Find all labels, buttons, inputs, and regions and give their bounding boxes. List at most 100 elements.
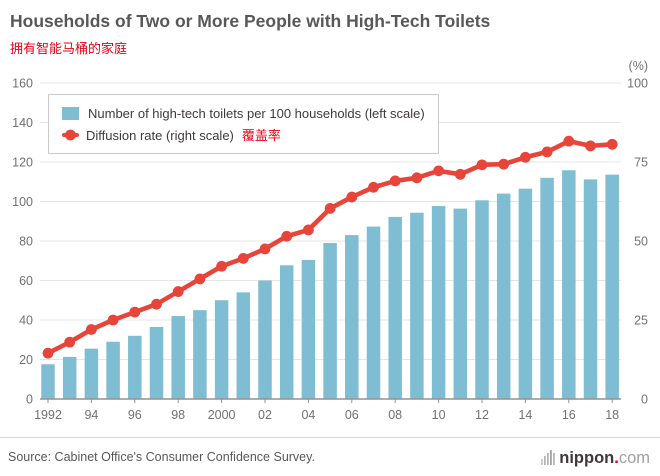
nippon-logo-bars-icon [541,450,556,465]
x-axis-label-16: 16 [562,408,576,422]
dot-2005 [324,202,336,214]
left-axis-label-140: 140 [12,116,33,130]
dot-1998 [172,286,184,297]
x-axis-label-14: 14 [518,408,532,422]
bar-1999 [193,310,207,399]
page-subtitle-chinese: 拥有智能马桶的家庭 [10,40,128,56]
bar-2017 [583,179,598,399]
footer: Source: Cabinet Office's Consumer Confid… [0,437,660,476]
dot-1993 [64,336,76,348]
right-axis-label-0: 0 [641,392,648,406]
logo-text-com: com [618,448,650,467]
bar-1997 [149,326,164,399]
legend-bars-label: Number of high-tech toilets per 100 hous… [88,105,425,121]
x-axis-label-94: 94 [84,408,98,422]
dot-2008 [389,175,401,187]
source-note: Source: Cabinet Office's Consumer Confid… [8,450,315,464]
bar-1996 [128,335,142,399]
dot-2016 [563,135,575,147]
dot-1997 [151,298,162,310]
x-axis-label-06: 06 [345,408,359,422]
x-axis-label-2000: 2000 [208,408,236,422]
dot-1992 [42,347,54,359]
bar-2002 [258,280,272,399]
dot-2009 [411,172,423,184]
x-axis-label-04: 04 [301,408,315,422]
right-axis-label-50: 50 [634,234,648,248]
legend-item-bars: Number of high-tech toilets per 100 hous… [62,103,425,124]
dot-2001 [237,252,249,264]
bar-1995 [106,341,120,399]
bar-2018 [605,174,619,399]
x-axis-label-96: 96 [128,408,142,422]
bar-2001 [236,292,251,399]
dot-1996 [129,306,141,318]
dot-1995 [107,314,119,326]
dot-2014 [520,151,531,163]
dot-2015 [541,146,553,158]
dot-2018 [606,138,618,150]
left-axis-label-60: 60 [19,274,33,288]
bar-2011 [453,208,468,399]
legend-item-line: Diffusion rate (right scale) 覆盖率 [62,125,425,146]
dot-2012 [476,159,488,171]
x-axis-label-18: 18 [605,408,619,422]
dot-1994 [86,323,97,335]
bar-2013 [496,193,511,399]
dot-1999 [194,273,206,285]
dot-2004 [303,224,314,236]
bar-2007 [366,226,381,399]
bar-2012 [475,200,489,399]
dot-2013 [498,158,510,170]
bar-series-swatch-icon [62,106,79,120]
right-axis-label-100: 100 [627,76,648,90]
dot-2003 [281,230,293,242]
chart-area: 0 20 40 60 80 100 120 140 160 0 25 50 75 100 (%) 1992 94… [0,58,660,426]
dot-2007 [368,181,379,193]
left-axis-label-0: 0 [26,392,33,406]
bar-2009 [410,212,424,399]
left-axis-label-80: 80 [19,234,33,248]
x-axis-label-02: 02 [258,408,272,422]
bar-2015 [540,177,554,399]
bar-1992 [41,364,55,399]
dot-2010 [433,165,444,177]
bar-2000 [214,300,229,399]
bar-1993 [62,356,77,399]
dot-2002 [259,243,271,255]
left-axis-label-40: 40 [19,313,33,327]
left-axis-label-100: 100 [12,195,33,209]
bar-2005 [323,242,337,399]
line-series-marker-icon [62,128,79,142]
right-axis-label-75: 75 [634,155,648,169]
logo-text-nippon: nippon [559,448,615,467]
bar-2008 [388,216,402,399]
bar-2014 [518,188,533,399]
page-title: Households of Two or More People with Hi… [10,11,491,31]
bar-1994 [84,348,99,399]
x-axis-label-08: 08 [388,408,402,422]
bar-2004 [301,259,316,399]
right-axis-unit-label: (%) [629,59,648,73]
chart-header: Households of Two or More People with Hi… [0,0,660,57]
x-axis-label-1992: 1992 [34,408,62,422]
x-axis-label-12: 12 [475,408,489,422]
dot-2011 [454,168,466,180]
right-axis-label-25: 25 [634,313,648,327]
left-axis-label-160: 160 [12,76,33,90]
bar-2010 [431,205,446,399]
bar-1998 [171,315,185,399]
left-axis-label-20: 20 [19,353,33,367]
dot-2017 [585,140,596,152]
left-axis-label-120: 120 [12,155,33,169]
bar-2003 [279,265,294,399]
legend-line-label-chinese: 覆盖率 [241,127,281,143]
legend-line-label: Diffusion rate (right scale) [86,127,234,143]
dot-2006 [346,191,358,203]
logo-text-dot: . [614,448,619,467]
nippon-com-logo[interactable]: nippon. com [541,448,650,466]
dot-2000 [216,260,228,272]
x-axis-label-98: 98 [171,408,185,422]
bar-2006 [345,234,359,399]
